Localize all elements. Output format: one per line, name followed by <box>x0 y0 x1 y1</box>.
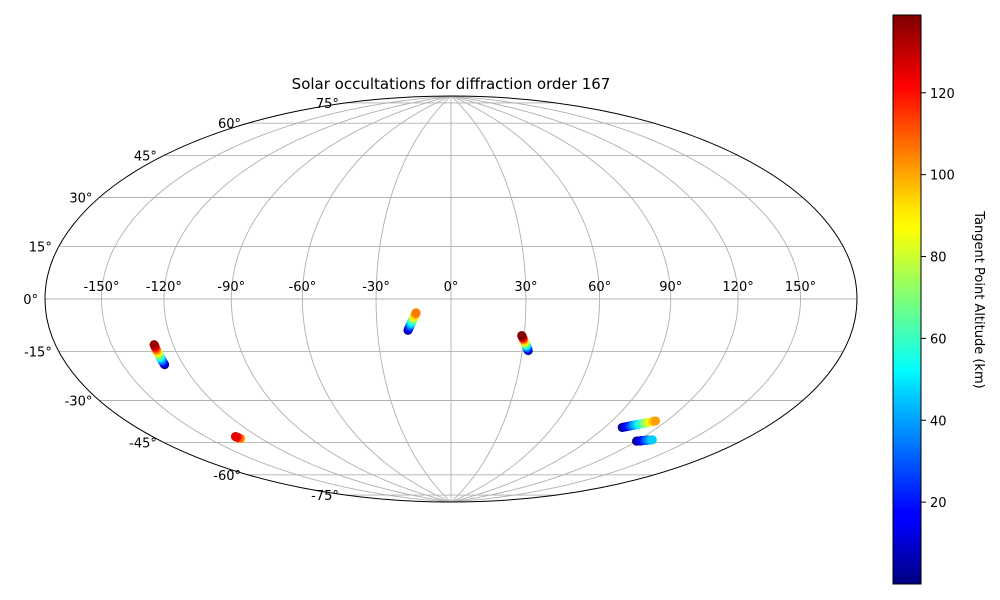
colorbar-tick-label: 60 <box>930 332 947 347</box>
longitude-tick-label: -150° <box>83 280 119 295</box>
longitude-tick-label: 120° <box>722 280 753 295</box>
occultation-track <box>517 331 533 356</box>
map-outline <box>44 95 858 503</box>
latitude-tick-label: 45° <box>134 149 157 164</box>
colorbar-tick-label: 120 <box>930 87 955 102</box>
occultation-point <box>230 432 240 442</box>
colorbar-tick-label: 80 <box>930 251 947 266</box>
latitude-tick-label: -30° <box>65 395 93 410</box>
latitude-tick-label: 30° <box>69 192 92 207</box>
colorbar-tick-label: 20 <box>930 496 947 511</box>
occultation-points <box>149 308 661 446</box>
occultation-track <box>632 435 657 446</box>
latitude-tick-label: 0° <box>23 293 38 308</box>
map-grid <box>45 96 857 502</box>
longitude-tick-label: -60° <box>289 280 317 295</box>
occultation-track <box>403 308 421 335</box>
latitude-tick-label: 15° <box>29 240 52 255</box>
latitude-tick-labels: -75° -60° -45° -30° -15° 0° 15° 30° 45° 60° 75° <box>23 97 339 504</box>
chart-title: Solar occultations for diffraction order… <box>292 75 611 93</box>
latitude-tick-label: 75° <box>316 97 339 112</box>
longitude-tick-label: -30° <box>362 280 390 295</box>
latitude-tick-label: 60° <box>218 117 241 132</box>
occultation-track <box>149 340 170 370</box>
latitude-tick-label: -45° <box>129 437 157 452</box>
occultation-track <box>617 416 661 432</box>
colorbar-label: Tangent Point Altitude (km) <box>971 210 986 388</box>
occultation-point <box>651 416 661 426</box>
occultation-point <box>149 340 159 350</box>
longitude-tick-label: -90° <box>217 280 245 295</box>
latitude-tick-label: -60° <box>213 469 241 484</box>
latitude-tick-label: -75° <box>311 489 339 504</box>
longitude-tick-labels: -150° -120° -90° -60° -30° 0° 30° 60° 90° 120° 150… <box>83 280 816 295</box>
longitude-tick-label: -120° <box>146 280 182 295</box>
longitude-tick-label: 0° <box>444 280 459 295</box>
occultation-point <box>411 308 421 318</box>
occultation-track <box>230 432 246 444</box>
occultation-point <box>517 331 527 341</box>
colorbar-ticks: 20 40 60 80 100 120 <box>921 87 955 511</box>
longitude-tick-label: 30° <box>514 280 537 295</box>
colorbar-tick-label: 100 <box>930 169 955 184</box>
longitude-tick-label: 60° <box>588 280 611 295</box>
latitude-tick-label: -15° <box>24 346 52 361</box>
colorbar-tick-label: 40 <box>930 414 947 429</box>
colorbar-gradient <box>892 14 922 585</box>
occultation-point <box>647 435 657 445</box>
longitude-tick-label: 90° <box>659 280 682 295</box>
longitude-tick-label: 150° <box>785 280 816 295</box>
colorbar: 20 40 60 80 100 120 Tangent Point Altitude (k… <box>892 14 986 585</box>
